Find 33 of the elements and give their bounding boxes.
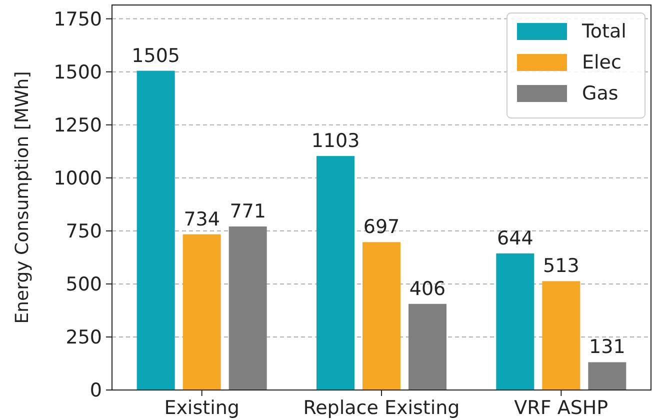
bar xyxy=(408,304,446,390)
bar xyxy=(588,362,626,390)
bar xyxy=(136,70,175,390)
data-label: 644 xyxy=(497,227,534,250)
bar xyxy=(496,253,534,390)
legend-label: Gas xyxy=(582,82,618,105)
y-tick-label: 0 xyxy=(90,380,102,402)
data-label: 697 xyxy=(363,216,400,238)
bar xyxy=(182,234,221,390)
data-label: 513 xyxy=(543,255,580,278)
x-tick-label: Replace Existing xyxy=(303,397,460,419)
y-tick-label: 1000 xyxy=(54,168,102,190)
x-tick-label: VRF ASHP xyxy=(514,397,608,419)
y-tick-label: 1500 xyxy=(54,61,102,84)
data-label: 1505 xyxy=(132,44,180,67)
legend-label: Elec xyxy=(582,52,622,74)
bar xyxy=(542,281,580,390)
bar xyxy=(228,226,267,390)
y-tick-label: 750 xyxy=(66,220,102,243)
data-label: 131 xyxy=(589,336,626,358)
x-tick-label: Existing xyxy=(164,397,240,419)
y-tick-label: 1250 xyxy=(54,114,102,136)
legend-label: Total xyxy=(581,20,626,43)
y-tick-label: 500 xyxy=(66,274,102,296)
data-label: 1103 xyxy=(311,130,360,152)
y-axis-title: Energy Consumption [MWh] xyxy=(12,71,33,324)
y-tick-label: 250 xyxy=(66,326,102,349)
bar xyxy=(362,242,400,390)
y-tick-label: 1750 xyxy=(54,8,102,30)
data-label: 406 xyxy=(409,278,446,300)
data-label: 771 xyxy=(230,200,266,222)
data-label: 734 xyxy=(184,208,220,230)
bar xyxy=(316,156,354,390)
